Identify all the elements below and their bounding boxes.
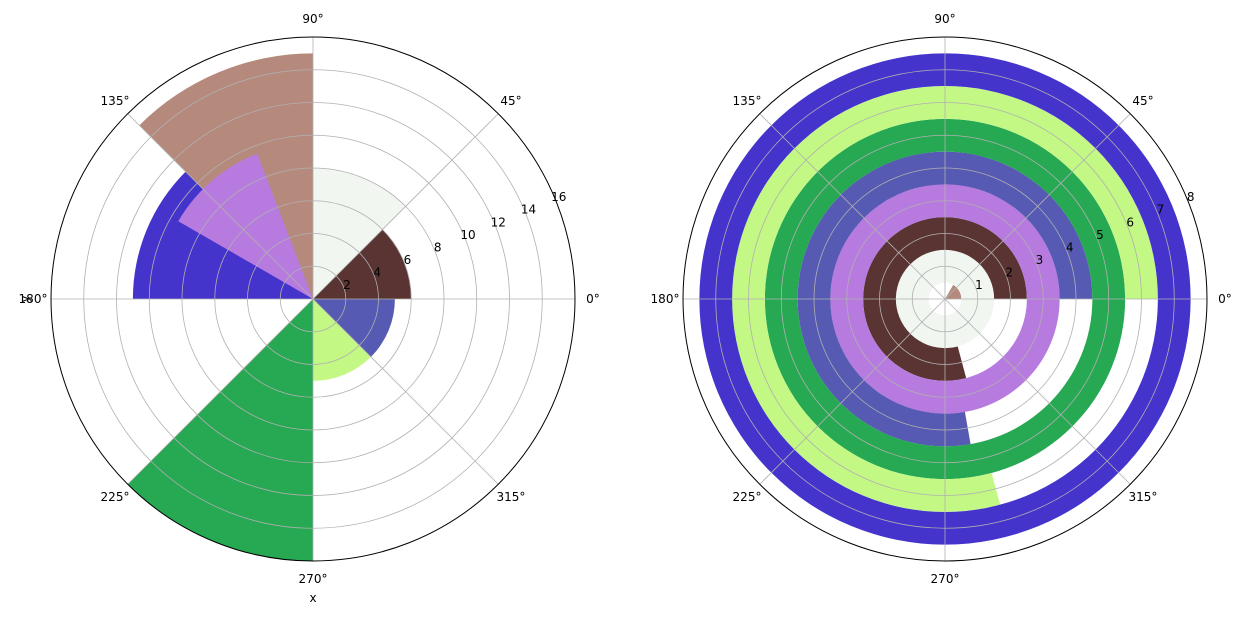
polar-bar-7 (313, 299, 371, 381)
polar-plot-2: 1 2 3 4 5 6 7 8 0° 45° 90° 135° 180° 225° 270° 315° (651, 12, 1232, 586)
grid-spoke (759, 113, 946, 300)
grid-spoke (127, 298, 314, 485)
theta-tick-label: 270° (931, 572, 960, 586)
r-tick-label: 4 (1066, 240, 1074, 254)
grid-spoke (944, 298, 1131, 485)
r-tick-label: 8 (434, 240, 442, 254)
polar-bar-extra-1 (178, 153, 313, 299)
grid-spoke (759, 298, 946, 485)
grid-spoke (127, 113, 314, 300)
theta-tick-label: 270° (299, 572, 328, 586)
theta-tick-label: 135° (733, 94, 762, 108)
grid-spoke (312, 113, 499, 300)
polar-bar-1 (313, 229, 412, 299)
polar-frame (50, 36, 576, 562)
theta-tick-label: 90° (302, 12, 323, 26)
bar-layer (127, 53, 412, 561)
r-tick-label: 4 (373, 265, 381, 279)
r-tick-label: 3 (1036, 253, 1044, 267)
r-tick-label: 5 (1096, 228, 1104, 242)
polar-bar-6 (127, 299, 313, 561)
polar-bar-8 (313, 299, 395, 357)
theta-tick-label: 45° (1132, 94, 1153, 108)
grid-layer (51, 37, 575, 561)
r-tick-label: 2 (343, 278, 351, 292)
r-tick-label: 16 (551, 190, 566, 204)
r-tick-label: 7 (1157, 203, 1165, 217)
x-axis-label: x (309, 591, 316, 605)
theta-tick-label: 315° (1129, 490, 1158, 504)
r-tick-label: 12 (491, 215, 506, 229)
theta-tick-label: 225° (733, 490, 762, 504)
theta-tick-label: 0° (586, 292, 600, 306)
y-axis-label: y (18, 295, 32, 302)
r-tick-label: 14 (521, 203, 536, 217)
polar-plot-1: 2 4 6 8 10 12 14 16 0° 45° 90° 135° 180° 225° 270° 315°… (18, 12, 600, 605)
grid-spoke (312, 298, 499, 485)
polar-frame (682, 36, 1208, 562)
theta-tick-label: 0° (1218, 292, 1232, 306)
theta-tick-label: 45° (500, 94, 521, 108)
r-tick-label: 8 (1187, 190, 1195, 204)
theta-tick-label: 315° (497, 490, 526, 504)
grid-spoke (944, 113, 1131, 300)
theta-tick-label: 180° (19, 292, 48, 306)
r-tick-label: 1 (975, 278, 983, 292)
r-tick-label: 6 (1126, 215, 1134, 229)
r-tick-label: 2 (1005, 265, 1013, 279)
r-tick-label: 10 (460, 228, 475, 242)
theta-tick-label: 90° (934, 12, 955, 26)
theta-tick-label: 180° (651, 292, 680, 306)
theta-tick-label: 225° (101, 490, 130, 504)
r-tick-label: 6 (404, 253, 412, 267)
grid-layer (683, 37, 1207, 561)
theta-tick-label: 135° (101, 94, 130, 108)
polar-bar-2 (313, 168, 406, 299)
